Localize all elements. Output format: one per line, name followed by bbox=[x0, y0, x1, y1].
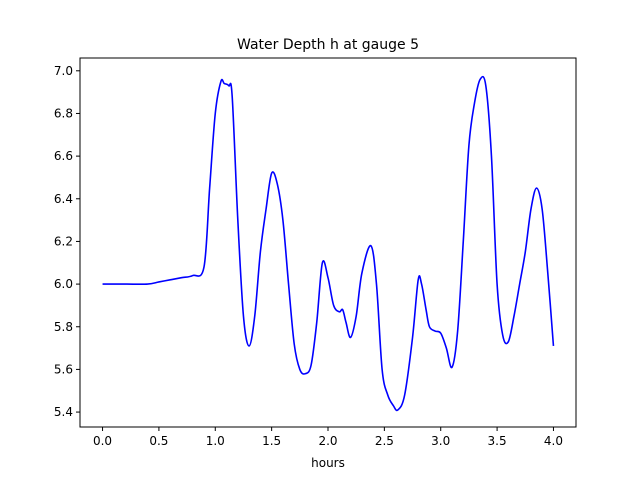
x-tick-label: 2.0 bbox=[318, 434, 337, 448]
plot-frame bbox=[79, 57, 577, 428]
y-tick-label: 6.8 bbox=[54, 106, 73, 120]
x-tick-label: 0.5 bbox=[149, 434, 168, 448]
x-axis-label: hours bbox=[311, 456, 345, 470]
y-tick-label: 6.2 bbox=[54, 234, 73, 248]
series-line-0 bbox=[102, 75, 555, 412]
x-tick-label: 0.0 bbox=[93, 434, 112, 448]
x-tick-label: 1.5 bbox=[262, 434, 281, 448]
y-tick-label: 5.8 bbox=[54, 320, 73, 334]
x-tick-label: 2.5 bbox=[375, 434, 394, 448]
y-tick-label: 6.6 bbox=[54, 149, 73, 163]
x-tick-label: 3.0 bbox=[431, 434, 450, 448]
y-tick-label: 5.4 bbox=[54, 405, 73, 419]
y-tick-label: 7.0 bbox=[54, 64, 73, 78]
x-tick-label: 4.0 bbox=[544, 434, 563, 448]
chart-title: Water Depth h at gauge 5 bbox=[237, 37, 419, 53]
plot-area: 0.0 0.5 1.0 1.5 2.0 2.5 3.0 3.5 4.0 5.4 5.6 5.8 6.0 6… bbox=[54, 57, 577, 448]
x-tick-label: 1.0 bbox=[206, 434, 225, 448]
y-tick-label: 5.6 bbox=[54, 362, 73, 376]
x-tick-label: 3.5 bbox=[488, 434, 507, 448]
y-tick-label: 6.0 bbox=[54, 277, 73, 291]
y-tick-label: 6.4 bbox=[54, 192, 73, 206]
